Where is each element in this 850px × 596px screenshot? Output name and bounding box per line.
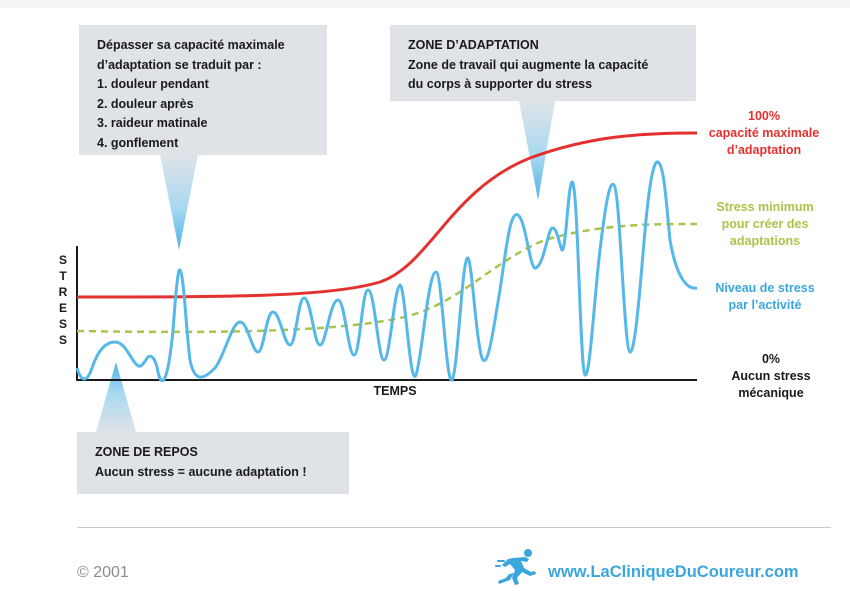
min-stress-label-line3: adaptations (729, 234, 801, 248)
rest-callout-pointer (96, 362, 136, 432)
y-axis-label: S T R E S S (53, 252, 73, 348)
adaptation-callout-pointer (519, 101, 555, 200)
y-axis-letter: S (58, 333, 67, 347)
max-capacity-label: 100% capacité maximale d’adaptation (695, 108, 833, 159)
rest-text: Aucun stress = aucune adaptation ! (95, 464, 307, 479)
list-item: 3. raideur matinale (97, 116, 208, 130)
list-item: 4. gonflement (97, 135, 179, 150)
activity-stress-label-line1: Niveau de stress (715, 281, 815, 295)
overload-callout: Dépasser sa capacité maximale d’adaptati… (79, 25, 327, 155)
overload-callout-pointer (160, 155, 198, 250)
x-axis-label: TEMPS (373, 384, 417, 398)
list-item: 2. douleur après (97, 96, 194, 111)
y-axis-letter: S (58, 317, 67, 331)
adaptation-callout: ZONE D’ADAPTATION Zone de travail qui au… (390, 25, 696, 101)
overload-symptom-list: 1. douleur pendant 2. douleur après 3. r… (97, 75, 317, 153)
max-capacity-label-line2: capacité maximale (708, 126, 820, 140)
zero-stress-label-line3: mécanique (738, 386, 804, 400)
max-capacity-label-line3: d’adaptation (726, 143, 802, 157)
footer-divider (77, 527, 831, 528)
adaptation-line2: du corps à supporter du stress (408, 77, 593, 91)
y-axis-letter: S (58, 253, 67, 267)
list-item: 1. douleur pendant (97, 77, 209, 91)
copyright-text: © 2001 (77, 564, 129, 581)
rest-callout: ZONE DE REPOS Aucun stress = aucune adap… (77, 432, 349, 494)
activity-stress-curve (75, 160, 698, 383)
overload-intro-line2: d’adaptation se traduit par : (97, 57, 262, 72)
rest-title: ZONE DE REPOS (95, 445, 198, 459)
site-url-link[interactable]: www.LaCliniqueDuCoureur.com (548, 563, 799, 581)
zero-stress-label: 0% Aucun stress mécanique (712, 351, 830, 402)
max-capacity-curve (76, 131, 698, 299)
overload-intro-line1: Dépasser sa capacité maximale (97, 38, 285, 52)
top-border (0, 0, 850, 8)
zero-stress-label-line2: Aucun stress (731, 369, 811, 383)
runner-icon (495, 549, 536, 585)
adaptation-title: ZONE D’ADAPTATION (408, 38, 539, 52)
y-axis-letter: T (59, 269, 67, 283)
activity-stress-label: Niveau de stress par l’activité (702, 280, 828, 314)
min-stress-label-line1: Stress minimum (716, 200, 814, 214)
min-stress-curve (76, 222, 698, 334)
min-stress-label-line2: pour créer des (721, 217, 809, 231)
adaptation-line1: Zone de travail qui augmente la capacité (408, 57, 649, 72)
activity-stress-label-line2: par l’activité (728, 298, 802, 312)
min-stress-label: Stress minimum pour créer des adaptation… (700, 199, 830, 250)
y-axis-letter: R (58, 285, 68, 299)
y-axis-letter: E (58, 301, 67, 315)
zero-stress-label-line1: 0% (761, 352, 781, 366)
max-capacity-label-line1: 100% (748, 109, 780, 123)
